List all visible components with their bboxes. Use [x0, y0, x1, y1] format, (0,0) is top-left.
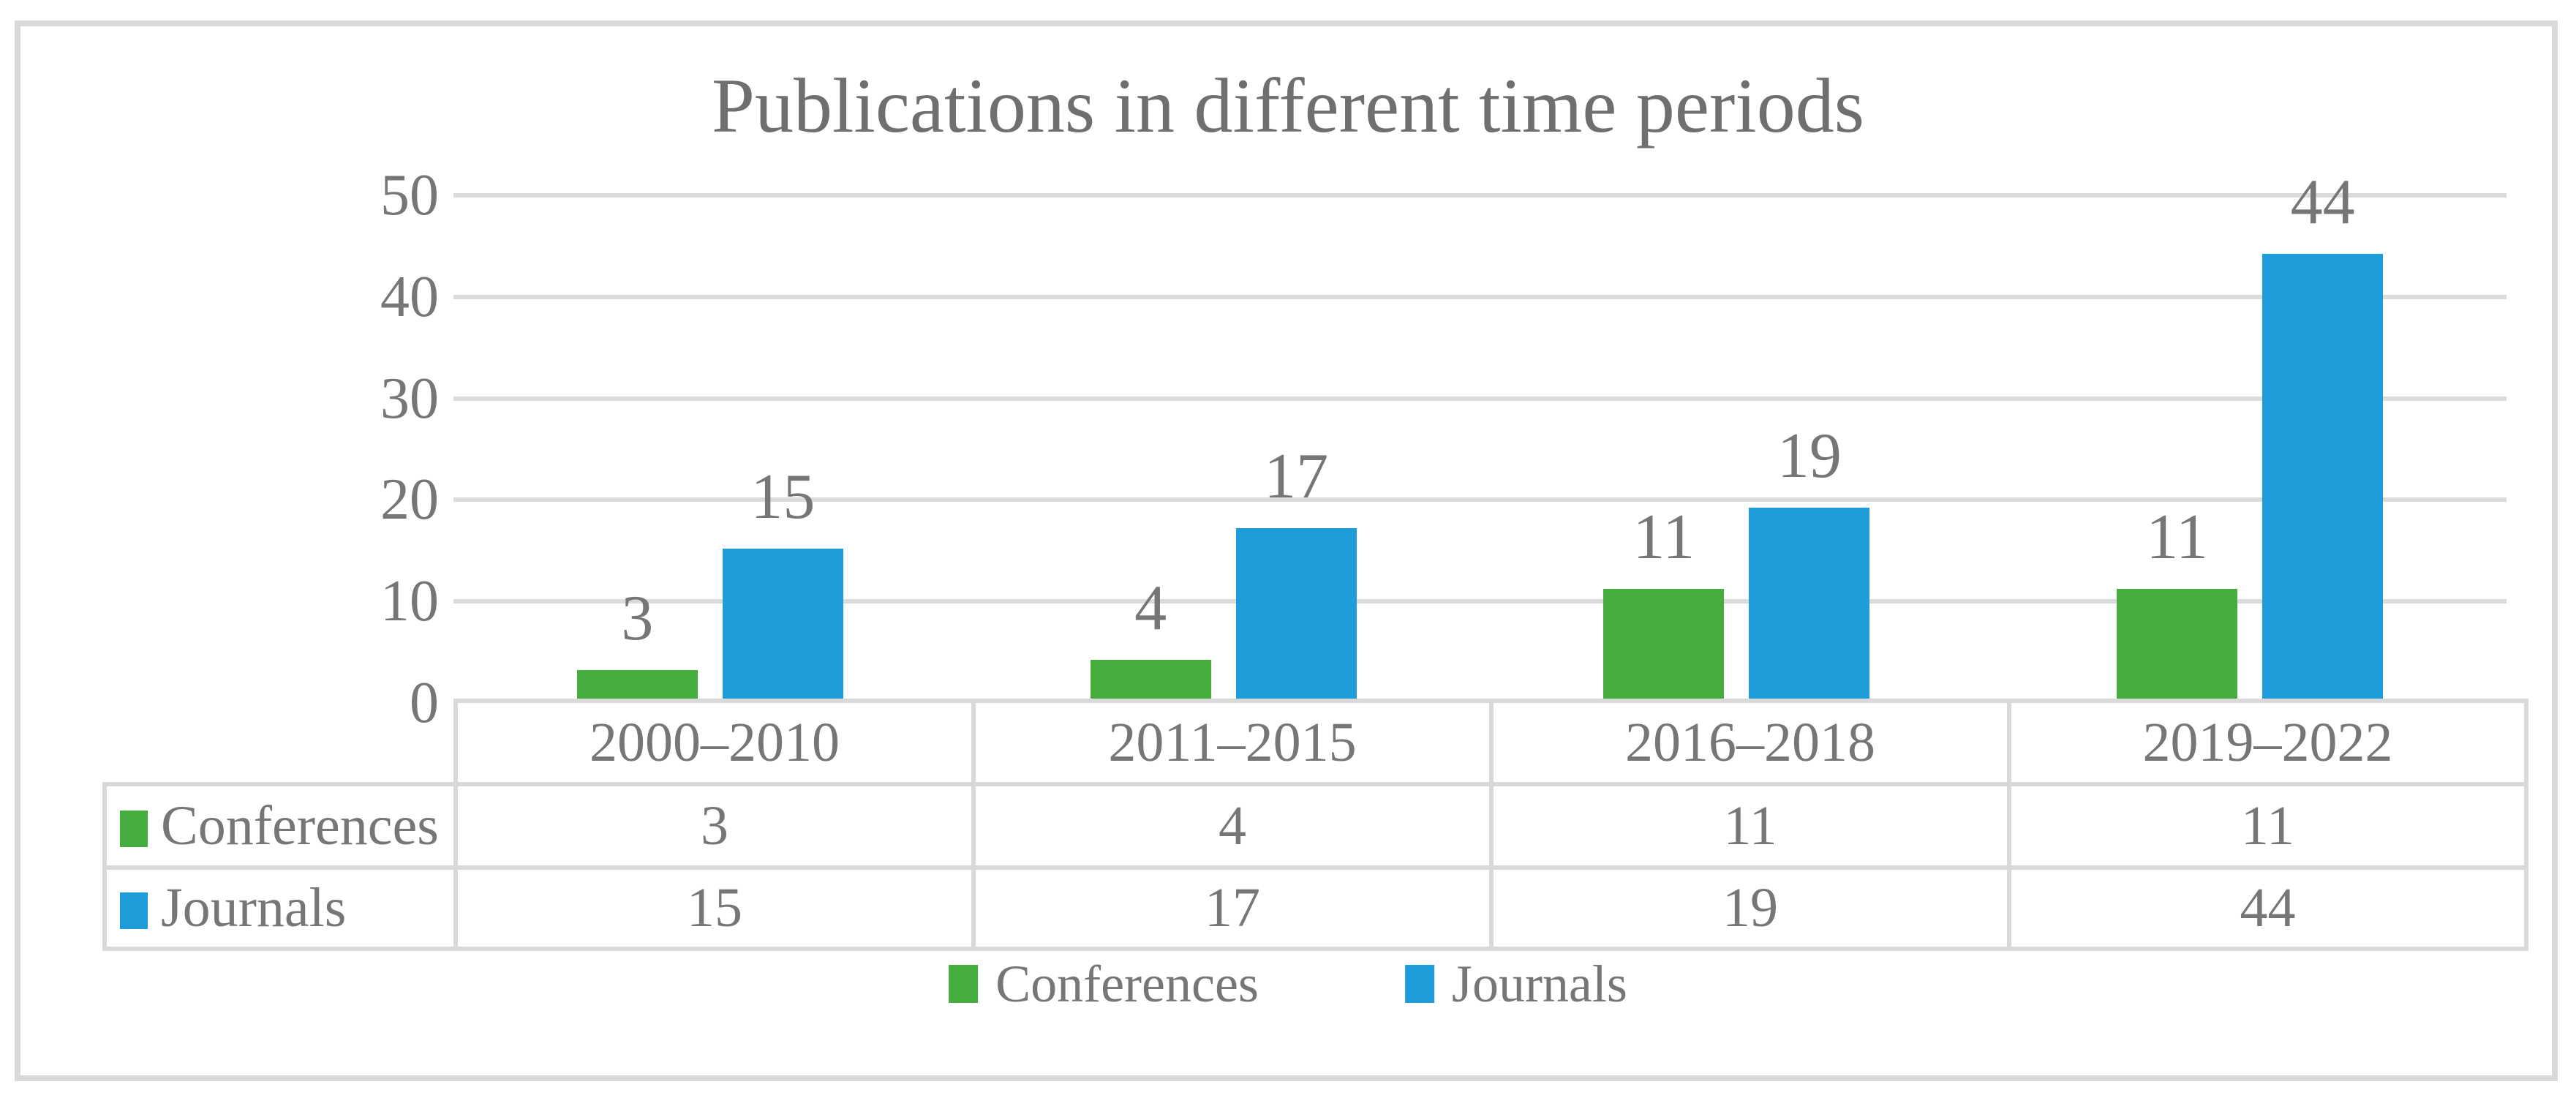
series-key-icon [120, 892, 148, 929]
legend-item-journals: Journals [1404, 955, 1627, 1013]
legend-label: Conferences [995, 955, 1259, 1013]
bar-journals-2019–2022 [2262, 254, 2384, 701]
series-key-icon [120, 810, 148, 847]
table-series-header-journals: Journals [102, 865, 458, 951]
gridline [453, 294, 2507, 299]
table-value-cell: 4 [971, 782, 1494, 870]
table-value-cell: 3 [453, 782, 976, 870]
bar-group-2000–2010: 3 15 [453, 193, 967, 701]
bar-conferences-2011–2015 [1090, 660, 1211, 701]
bar-journals-2011–2015 [1235, 528, 1357, 701]
bar-value-label: 4 [1134, 573, 1167, 644]
data-table: 2000–2010 2011–2015 2016–2018 2019–2022 Conf… [102, 699, 2528, 951]
y-axis-tick-label: 30 [380, 366, 439, 431]
bar-value-label: 15 [750, 461, 816, 533]
table-value-cell: 11 [2007, 782, 2528, 870]
table-category-cell: 2011–2015 [971, 699, 1494, 786]
table-value-cell: 11 [1489, 782, 2011, 870]
legend-item-conferences: Conferences [949, 955, 1259, 1013]
legend-key-icon [1404, 965, 1434, 1003]
bar-journals-2016–2018 [1749, 508, 1870, 701]
bar-value-label: 11 [2146, 502, 2208, 574]
chart-border-frame [15, 20, 2558, 1081]
y-axis-tick-label: 10 [380, 569, 439, 634]
bar-journals-2000–2010 [722, 548, 843, 701]
chart-title: Publications in different time periods [712, 63, 1864, 148]
bar-value-label: 3 [621, 583, 654, 655]
table-value-cell: 19 [1489, 865, 2011, 951]
bar-conferences-2016–2018 [1603, 589, 1725, 701]
bar-conferences-2019–2022 [2117, 589, 2238, 701]
table-corner-empty [105, 701, 456, 784]
bar-value-label: 17 [1264, 441, 1329, 513]
y-axis-tick-label: 20 [380, 467, 439, 533]
plot-area: 3 15 4 17 11 19 11 44 [453, 170, 2507, 701]
bar-conferences-2000–2010 [576, 670, 698, 701]
series-name: Journals [161, 877, 347, 939]
gridline [453, 193, 2507, 198]
table-category-cell: 2000–2010 [453, 699, 976, 786]
bar-value-label: 44 [2290, 167, 2355, 238]
gridline [453, 599, 2507, 604]
y-axis-tick-label: 40 [380, 264, 439, 329]
table-category-cell: 2016–2018 [1489, 699, 2011, 786]
legend-label: Journals [1451, 955, 1627, 1013]
y-axis-tick-label: 50 [380, 163, 439, 228]
series-name: Conferences [161, 794, 439, 857]
chart-legend: Conferences Journals [949, 955, 1627, 1013]
y-axis-tick-label: 0 [410, 671, 439, 735]
bar-group-2011–2015: 4 17 [967, 193, 1480, 701]
legend-key-icon [949, 965, 979, 1003]
bar-group-2016–2018: 11 19 [1480, 193, 1994, 701]
table-value-cell: 15 [453, 865, 976, 951]
gridline [453, 396, 2507, 401]
table-series-header-conferences: Conferences [102, 782, 458, 870]
gridline [453, 497, 2507, 503]
table-value-cell: 17 [971, 865, 1494, 951]
table-category-cell: 2019–2022 [2007, 699, 2528, 786]
bar-value-label: 19 [1777, 421, 1842, 492]
table-value-cell: 44 [2007, 865, 2528, 951]
bar-value-label: 11 [1632, 502, 1695, 574]
bar-group-2019–2022: 11 44 [1993, 170, 2507, 701]
